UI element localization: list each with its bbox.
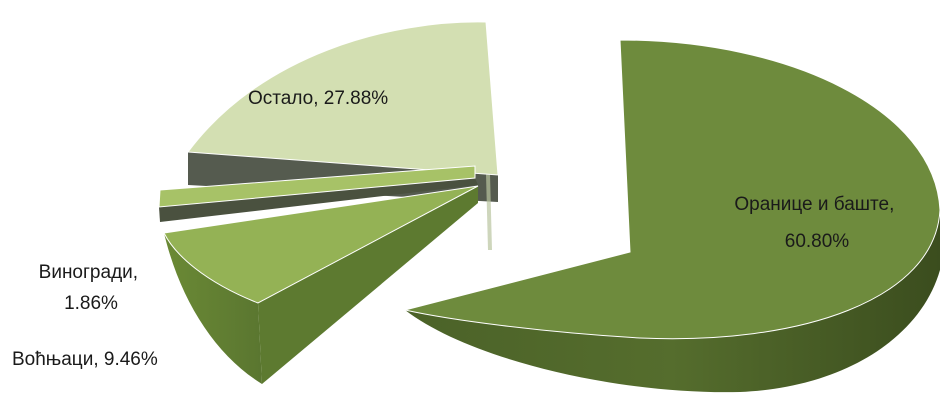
- label-vocnjaci: Воћњаци, 9.46%: [12, 349, 158, 370]
- slice-vocnjaci-side: [164, 233, 262, 384]
- slice-ostalo-top: [187, 21, 499, 176]
- label-ostalo: Остало, 27.88%: [248, 88, 388, 109]
- slice-vocnjaci-inner: [258, 186, 478, 384]
- label-oranice: Оранице и баште, 60.80%: [734, 194, 899, 252]
- slice-vinogradi: [158, 165, 478, 222]
- label-vinogradi: Виногради, 1.86%: [39, 262, 144, 314]
- slice-oranice: [404, 39, 941, 393]
- slice-vinogradi-top: [158, 165, 476, 208]
- slice-oranice-side: [405, 210, 940, 393]
- slice-vocnjaci-top: [163, 185, 479, 304]
- slice-oranice-top: [404, 39, 941, 340]
- slice-vinogradi-side: [159, 178, 478, 222]
- slice-vocnjaci: [163, 185, 479, 384]
